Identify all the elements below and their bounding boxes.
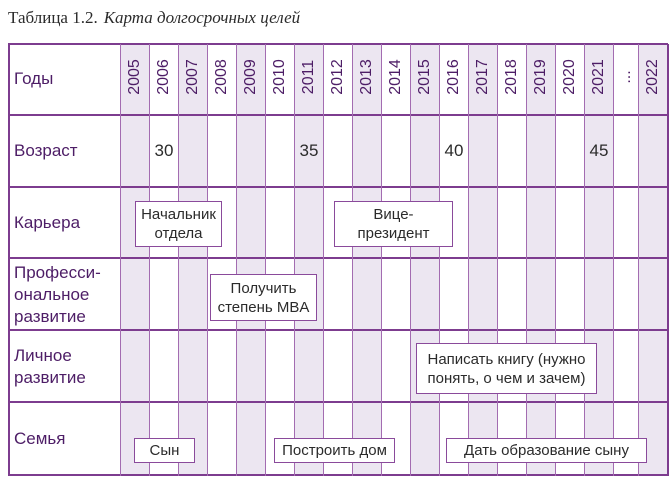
year-header: 2014: [387, 59, 404, 95]
column-rule: [8, 44, 10, 476]
column-stripe: [236, 44, 265, 476]
table-title: Карта долгосрочных целей: [103, 8, 301, 27]
column-rule: [468, 44, 469, 476]
column-rule: [497, 44, 498, 476]
column-rule: [236, 44, 237, 476]
year-header-ellipsis: ...: [617, 70, 634, 84]
row-label-professional: Професси- ональное развитие: [14, 263, 101, 326]
year-header: 2022: [644, 59, 661, 95]
year-header: 2018: [503, 59, 520, 95]
row-label-family: Семья: [14, 429, 66, 448]
column-rule: [323, 44, 324, 476]
column-stripe: [468, 44, 497, 476]
table-rule: [8, 474, 668, 476]
row-label-career: Карьера: [14, 213, 81, 232]
year-header: 2019: [532, 59, 549, 95]
year-header: 2017: [474, 59, 491, 95]
age-value: 35: [299, 141, 319, 160]
table-rule: [8, 186, 668, 188]
year-header: 2012: [329, 59, 346, 95]
table-rule: [8, 329, 668, 331]
table-rule: [8, 43, 668, 45]
row-label-years: Годы: [14, 69, 54, 88]
goal-educate-son: Дать образование сыну: [446, 438, 647, 463]
column-rule: [294, 44, 295, 476]
column-rule: [120, 44, 121, 476]
column-rule: [667, 44, 669, 476]
goal-vice-president: Вице- президент: [334, 201, 453, 247]
age-value: 40: [444, 141, 464, 160]
column-stripe: [638, 44, 667, 476]
year-header: 2009: [242, 59, 259, 95]
table-rule: [8, 114, 668, 116]
column-rule: [555, 44, 556, 476]
goal-build-house: Построить дом: [274, 438, 395, 463]
column-rule: [526, 44, 527, 476]
year-header: 2010: [271, 59, 288, 95]
table-rule: [8, 401, 668, 403]
age-value: 30: [154, 141, 174, 160]
table-rule: [8, 257, 668, 259]
year-header: 2015: [416, 59, 433, 95]
year-header: 2016: [445, 59, 462, 95]
year-header: 2006: [155, 59, 172, 95]
year-header: 2013: [358, 59, 375, 95]
column-rule: [381, 44, 382, 476]
row-label-personal: Личное развитие: [14, 346, 86, 387]
column-rule: [352, 44, 353, 476]
column-stripe: [352, 44, 381, 476]
column-stripe: [526, 44, 555, 476]
age-value: 45: [589, 141, 609, 160]
column-rule: [613, 44, 614, 476]
goal-son: Сын: [134, 438, 195, 463]
year-header: 2008: [213, 59, 230, 95]
column-rule: [265, 44, 266, 476]
column-stripe: [120, 44, 149, 476]
table-caption: Таблица 1.2. Карта долгосрочных целей: [8, 8, 300, 28]
column-stripe: [294, 44, 323, 476]
column-rule: [584, 44, 585, 476]
goal-write-book: Написать книгу (нужно понять, о чем и за…: [416, 343, 597, 394]
column-stripe: [410, 44, 439, 476]
goal-mba: Получить степень MBA: [210, 274, 317, 321]
column-rule: [638, 44, 639, 476]
row-label-age: Возраст: [14, 141, 78, 160]
year-header: 2007: [184, 59, 201, 95]
column-rule: [149, 44, 150, 476]
column-rule: [410, 44, 411, 476]
table-number: Таблица 1.2.: [8, 8, 98, 27]
column-stripe: [584, 44, 613, 476]
goal-head-of-department: Начальник отдела: [135, 201, 222, 247]
column-rule: [207, 44, 208, 476]
column-rule: [439, 44, 440, 476]
year-header: 2005: [126, 59, 143, 95]
year-header: 2021: [590, 59, 607, 95]
year-header: 2020: [561, 59, 578, 95]
column-stripe: [178, 44, 207, 476]
column-rule: [178, 44, 179, 476]
year-header: 2011: [300, 59, 317, 95]
